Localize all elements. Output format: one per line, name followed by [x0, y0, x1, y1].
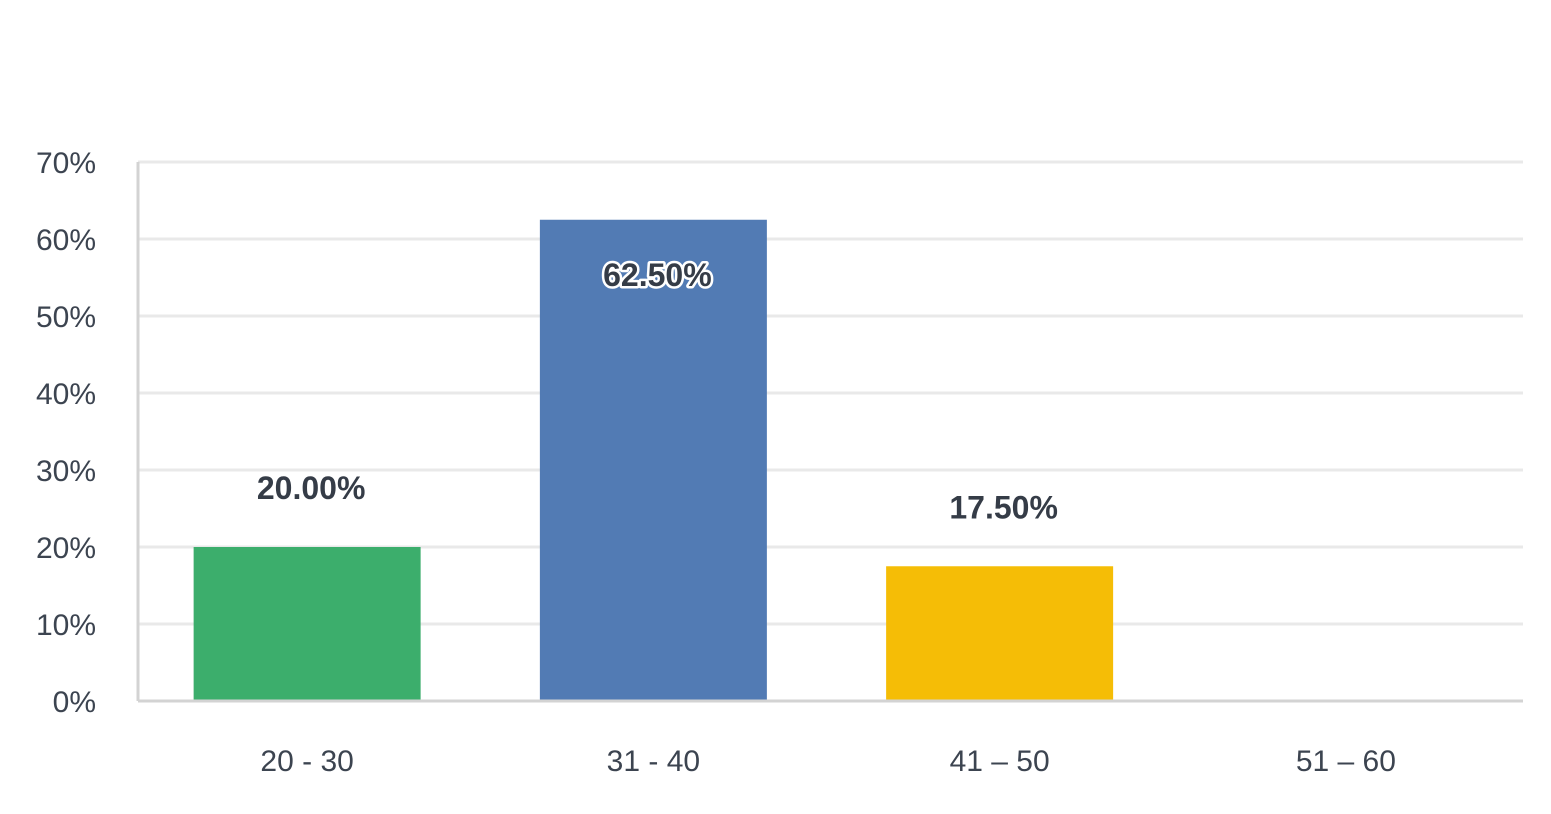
- data-label: 17.50%: [949, 489, 1058, 525]
- x-tick-label: 51 – 60: [1296, 745, 1396, 778]
- bars: [193, 219, 1114, 701]
- axes: [136, 162, 1523, 703]
- y-tick-label: 50%: [36, 301, 96, 334]
- y-tick-label: 70%: [36, 147, 96, 180]
- data-label: 20.00%: [257, 470, 366, 506]
- y-tick-label: 10%: [36, 609, 96, 642]
- y-tick-label: 40%: [36, 378, 96, 411]
- data-labels: 20.00% 62.50% 17.50%: [257, 254, 1058, 525]
- x-tick-label: 41 – 50: [950, 745, 1050, 778]
- y-tick-label: 60%: [36, 224, 96, 257]
- x-tick-label: 31 - 40: [607, 745, 700, 778]
- data-label: 62.50%: [603, 257, 712, 293]
- bar: [193, 547, 421, 701]
- x-tick-label: 20 - 30: [260, 745, 353, 778]
- y-axis-ticks: 0% 10% 20% 30% 40% 50% 60% 70%: [36, 147, 96, 719]
- y-tick-label: 0%: [53, 686, 96, 719]
- x-axis-ticks: 20 - 30 31 - 40 41 – 50 51 – 60: [260, 745, 1396, 778]
- bar: [886, 566, 1114, 701]
- bar: [539, 219, 767, 701]
- y-tick-label: 20%: [36, 532, 96, 565]
- y-tick-label: 30%: [36, 455, 96, 488]
